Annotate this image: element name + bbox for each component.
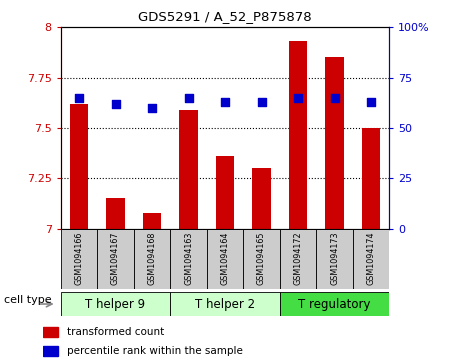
Text: GSM1094172: GSM1094172 xyxy=(293,232,302,285)
Text: GSM1094168: GSM1094168 xyxy=(148,232,157,285)
Text: T helper 2: T helper 2 xyxy=(195,298,255,310)
Bar xyxy=(61,229,97,289)
Point xyxy=(185,95,192,101)
Bar xyxy=(143,213,161,229)
Point xyxy=(258,99,265,105)
Point xyxy=(76,95,83,101)
Point xyxy=(112,101,119,107)
Bar xyxy=(280,292,389,316)
Bar xyxy=(325,57,344,229)
Bar xyxy=(106,199,125,229)
Text: GSM1094174: GSM1094174 xyxy=(366,232,375,285)
Text: GSM1094173: GSM1094173 xyxy=(330,232,339,285)
Point xyxy=(294,95,302,101)
Point xyxy=(367,99,374,105)
Point xyxy=(221,99,229,105)
Text: GSM1094163: GSM1094163 xyxy=(184,232,193,285)
Bar xyxy=(170,292,280,316)
Bar xyxy=(97,229,134,289)
Text: percentile rank within the sample: percentile rank within the sample xyxy=(67,346,243,356)
Bar xyxy=(134,229,170,289)
Bar xyxy=(243,229,280,289)
Bar xyxy=(180,110,198,229)
Title: GDS5291 / A_52_P875878: GDS5291 / A_52_P875878 xyxy=(138,10,312,23)
Text: GSM1094166: GSM1094166 xyxy=(75,232,84,285)
Bar xyxy=(43,327,58,337)
Text: GSM1094167: GSM1094167 xyxy=(111,232,120,285)
Text: cell type: cell type xyxy=(4,295,52,305)
Bar xyxy=(362,128,380,229)
Bar xyxy=(289,41,307,229)
Text: transformed count: transformed count xyxy=(67,327,164,337)
Bar xyxy=(252,168,270,229)
Bar xyxy=(207,229,243,289)
Point xyxy=(331,95,338,101)
Bar xyxy=(70,104,88,229)
Bar xyxy=(170,229,207,289)
Text: T regulatory: T regulatory xyxy=(298,298,371,310)
Text: GSM1094165: GSM1094165 xyxy=(257,232,266,285)
Bar xyxy=(216,156,234,229)
Bar xyxy=(316,229,353,289)
Text: GSM1094164: GSM1094164 xyxy=(220,232,230,285)
Bar xyxy=(353,229,389,289)
Bar xyxy=(61,292,170,316)
Point xyxy=(148,105,156,111)
Text: T helper 9: T helper 9 xyxy=(86,298,145,310)
Bar xyxy=(280,229,316,289)
Bar xyxy=(43,346,58,356)
